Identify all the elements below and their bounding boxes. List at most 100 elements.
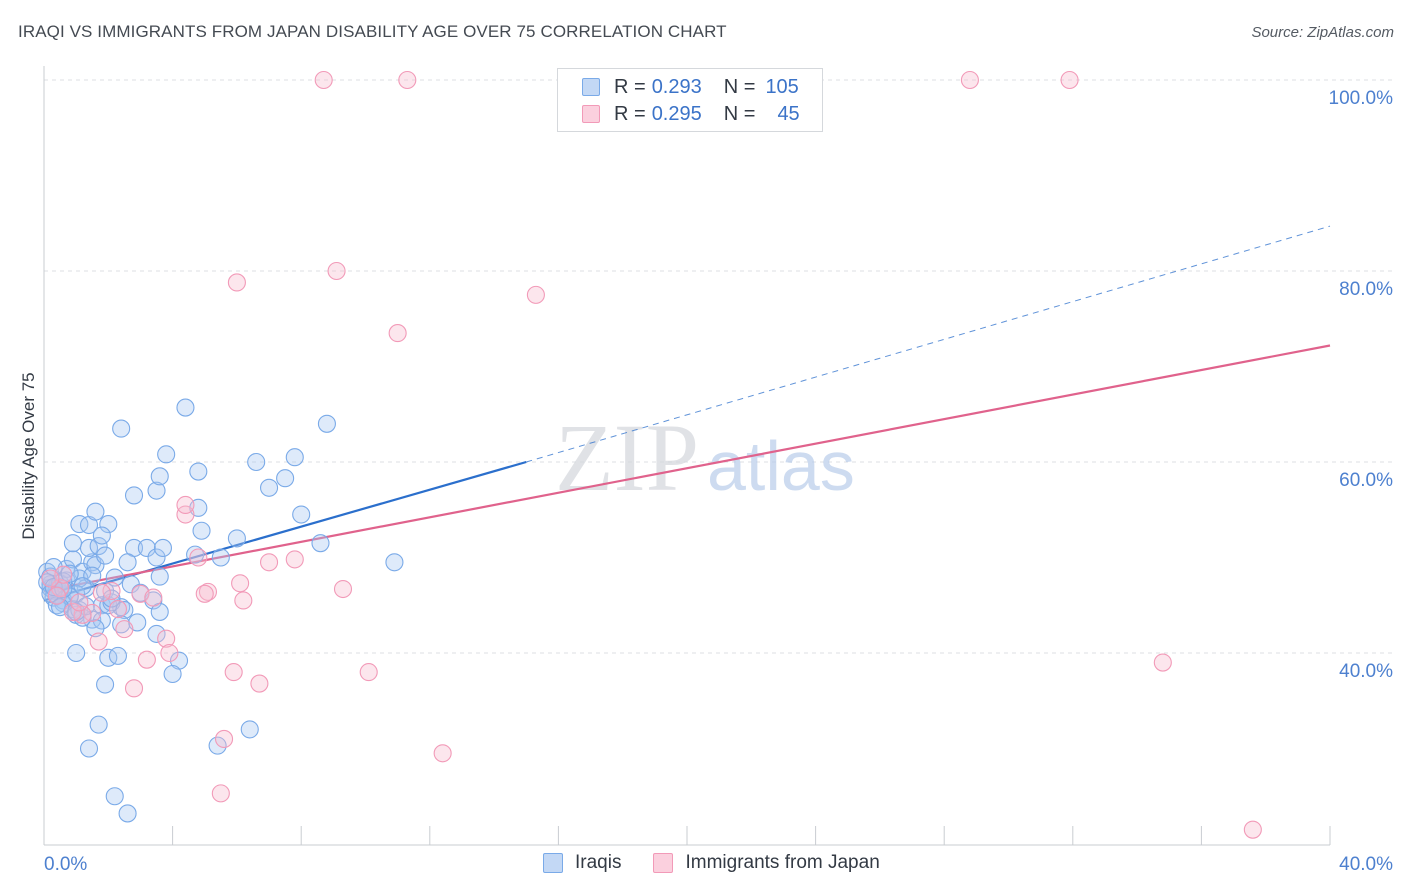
data-point-japan[interactable]	[333, 579, 353, 599]
data-point-iraqis[interactable]	[124, 486, 144, 505]
data-point-iraqis[interactable]	[153, 538, 173, 558]
data-point-japan[interactable]	[327, 261, 346, 281]
data-point-japan[interactable]	[1153, 653, 1172, 672]
data-point-japan[interactable]	[124, 679, 144, 698]
data-point-japan[interactable]	[231, 574, 250, 593]
data-point-iraqis[interactable]	[276, 469, 295, 488]
data-point-japan[interactable]	[398, 70, 417, 90]
data-point-iraqis[interactable]	[137, 538, 156, 558]
data-point-iraqis[interactable]	[208, 736, 227, 755]
data-point-japan[interactable]	[227, 273, 246, 292]
data-point-japan[interactable]	[211, 784, 230, 803]
data-point-iraqis[interactable]	[147, 624, 166, 643]
data-point-iraqis[interactable]	[63, 550, 82, 569]
data-point-iraqis[interactable]	[240, 720, 259, 739]
data-point-iraqis[interactable]	[150, 467, 169, 486]
data-point-iraqis[interactable]	[292, 505, 311, 524]
data-point-iraqis[interactable]	[186, 545, 205, 564]
data-point-japan[interactable]	[70, 593, 89, 612]
data-point-japan[interactable]	[108, 600, 127, 619]
data-point-japan[interactable]	[214, 729, 234, 749]
data-point-japan[interactable]	[160, 643, 179, 663]
data-point-iraqis[interactable]	[70, 515, 89, 534]
data-point-japan[interactable]	[144, 588, 163, 607]
data-point-iraqis[interactable]	[311, 534, 330, 553]
data-point-iraqis[interactable]	[105, 568, 124, 587]
data-point-japan[interactable]	[47, 586, 66, 605]
x-tick-marks	[43, 826, 1331, 845]
data-point-japan[interactable]	[359, 663, 378, 682]
data-point-japan[interactable]	[41, 569, 60, 588]
data-point-iraqis[interactable]	[189, 462, 208, 481]
data-point-japan[interactable]	[92, 583, 111, 602]
data-point-iraqis[interactable]	[385, 553, 404, 572]
data-point-iraqis[interactable]	[147, 548, 166, 567]
data-point-iraqis[interactable]	[192, 521, 211, 540]
data-point-japan[interactable]	[285, 550, 304, 569]
legend-r-value: 0.293	[651, 75, 702, 98]
data-point-japan[interactable]	[388, 324, 407, 343]
data-point-japan[interactable]	[234, 591, 253, 610]
data-point-iraqis[interactable]	[92, 526, 111, 545]
legend-item-japan[interactable]: Immigrants from Japan	[653, 852, 880, 874]
data-point-iraqis[interactable]	[163, 664, 182, 684]
data-point-iraqis[interactable]	[44, 557, 63, 577]
data-point-japan[interactable]	[195, 584, 214, 603]
data-point-iraqis[interactable]	[317, 414, 336, 433]
data-point-iraqis[interactable]	[105, 787, 124, 806]
data-point-japan[interactable]	[314, 70, 333, 90]
legend-item-iraqis[interactable]: Iraqis	[543, 852, 621, 874]
data-point-iraqis[interactable]	[60, 564, 79, 583]
data-point-iraqis[interactable]	[285, 448, 304, 467]
data-point-iraqis[interactable]	[147, 481, 166, 500]
data-point-iraqis[interactable]	[86, 619, 105, 638]
data-point-iraqis[interactable]	[108, 646, 127, 665]
data-point-japan[interactable]	[433, 744, 452, 763]
data-point-iraqis[interactable]	[112, 419, 131, 438]
data-point-iraqis[interactable]	[96, 675, 115, 694]
data-point-iraqis[interactable]	[150, 567, 169, 586]
data-point-iraqis[interactable]	[79, 739, 99, 758]
data-point-japan[interactable]	[250, 674, 269, 693]
data-point-iraqis[interactable]	[118, 804, 137, 823]
data-point-japan[interactable]	[189, 548, 208, 567]
data-point-iraqis[interactable]	[67, 643, 86, 663]
data-point-iraqis[interactable]	[259, 478, 279, 497]
data-point-iraqis[interactable]	[86, 556, 105, 575]
data-point-iraqis[interactable]	[89, 536, 108, 556]
data-point-iraqis[interactable]	[157, 445, 176, 464]
data-point-iraqis[interactable]	[211, 548, 230, 567]
data-point-iraqis[interactable]	[115, 600, 134, 620]
data-point-japan[interactable]	[176, 495, 195, 515]
data-point-iraqis[interactable]	[227, 529, 246, 548]
data-point-japan[interactable]	[115, 620, 134, 639]
data-point-iraqis[interactable]	[99, 515, 118, 534]
data-point-iraqis[interactable]	[176, 398, 195, 417]
data-point-japan[interactable]	[198, 582, 218, 601]
data-point-iraqis[interactable]	[73, 577, 92, 596]
data-point-japan[interactable]	[1060, 70, 1079, 90]
data-point-japan[interactable]	[137, 650, 156, 669]
data-point-japan[interactable]	[89, 632, 108, 651]
data-point-japan[interactable]	[176, 505, 195, 524]
data-point-iraqis[interactable]	[63, 534, 82, 553]
data-point-japan[interactable]	[1243, 820, 1262, 839]
data-point-japan[interactable]	[63, 602, 82, 621]
data-point-iraqis[interactable]	[92, 611, 111, 630]
data-point-iraqis[interactable]	[86, 502, 105, 521]
data-point-japan[interactable]	[259, 553, 279, 572]
data-point-japan[interactable]	[157, 629, 176, 648]
data-point-iraqis[interactable]	[89, 715, 108, 734]
data-point-iraqis[interactable]	[112, 615, 131, 634]
data-point-iraqis[interactable]	[96, 581, 115, 600]
data-point-japan[interactable]	[224, 663, 243, 682]
data-point-japan[interactable]	[526, 285, 545, 304]
data-point-iraqis[interactable]	[247, 452, 266, 472]
trendline-japan	[43, 344, 1331, 593]
source-label: Source: ZipAtlas.com	[1251, 24, 1394, 41]
data-point-iraqis[interactable]	[96, 546, 115, 565]
data-point-japan[interactable]	[960, 70, 979, 90]
data-point-iraqis[interactable]	[47, 596, 66, 615]
data-point-iraqis[interactable]	[118, 553, 137, 572]
data-point-iraqis[interactable]	[102, 589, 121, 608]
